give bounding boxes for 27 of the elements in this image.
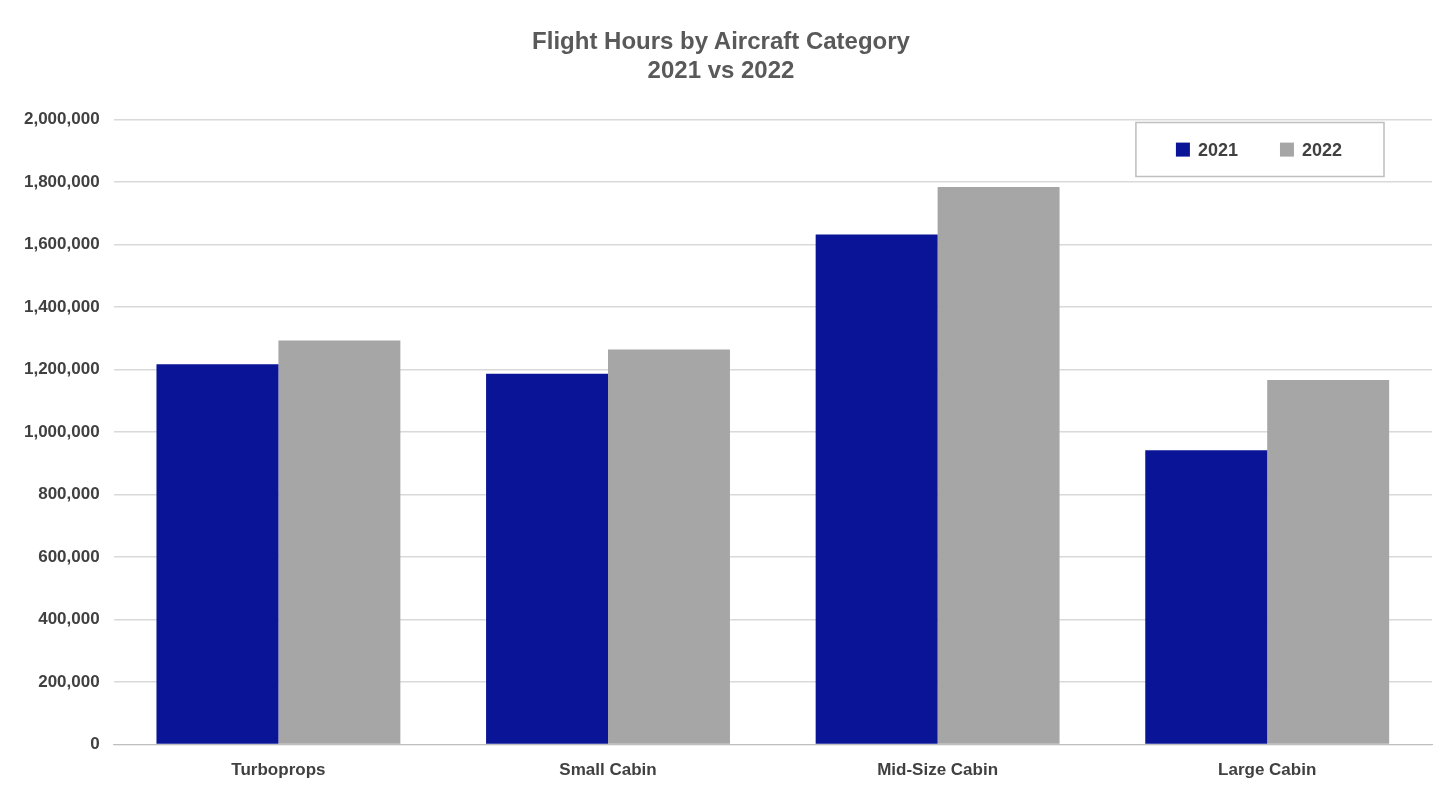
bar bbox=[1267, 379, 1390, 744]
bar bbox=[486, 373, 609, 744]
y-tick-label: 1,400,000 bbox=[23, 296, 100, 316]
chart-title: Flight Hours by Aircraft Category bbox=[532, 27, 911, 55]
x-tick-label: Mid-Size Cabin bbox=[877, 760, 999, 780]
x-tick-label: Large Cabin bbox=[1218, 760, 1317, 780]
y-tick-label: 1,200,000 bbox=[23, 359, 100, 379]
bar bbox=[608, 349, 730, 744]
y-tick-label: 200,000 bbox=[38, 671, 100, 691]
y-tick-label: 800,000 bbox=[38, 484, 100, 504]
bar bbox=[937, 187, 1060, 744]
y-tick-label: 2,000,000 bbox=[23, 109, 100, 129]
legend-label: 2022 bbox=[1301, 139, 1342, 160]
y-tick-label: 1,800,000 bbox=[23, 171, 100, 191]
bar bbox=[156, 364, 279, 744]
bar bbox=[278, 340, 401, 744]
x-tick-label: Turboprops bbox=[231, 760, 326, 780]
legend-label: 2021 bbox=[1197, 139, 1238, 160]
bar bbox=[815, 234, 938, 744]
y-tick-label: 1,000,000 bbox=[23, 421, 100, 441]
bar bbox=[1145, 450, 1268, 744]
y-tick-label: 0 bbox=[90, 734, 100, 754]
x-tick-label: Small Cabin bbox=[559, 760, 657, 780]
y-tick-label: 1,600,000 bbox=[23, 234, 100, 254]
y-tick-label: 600,000 bbox=[38, 546, 100, 566]
chart-subtitle: 2021 vs 2022 bbox=[647, 55, 795, 83]
y-tick-label: 400,000 bbox=[38, 609, 100, 629]
